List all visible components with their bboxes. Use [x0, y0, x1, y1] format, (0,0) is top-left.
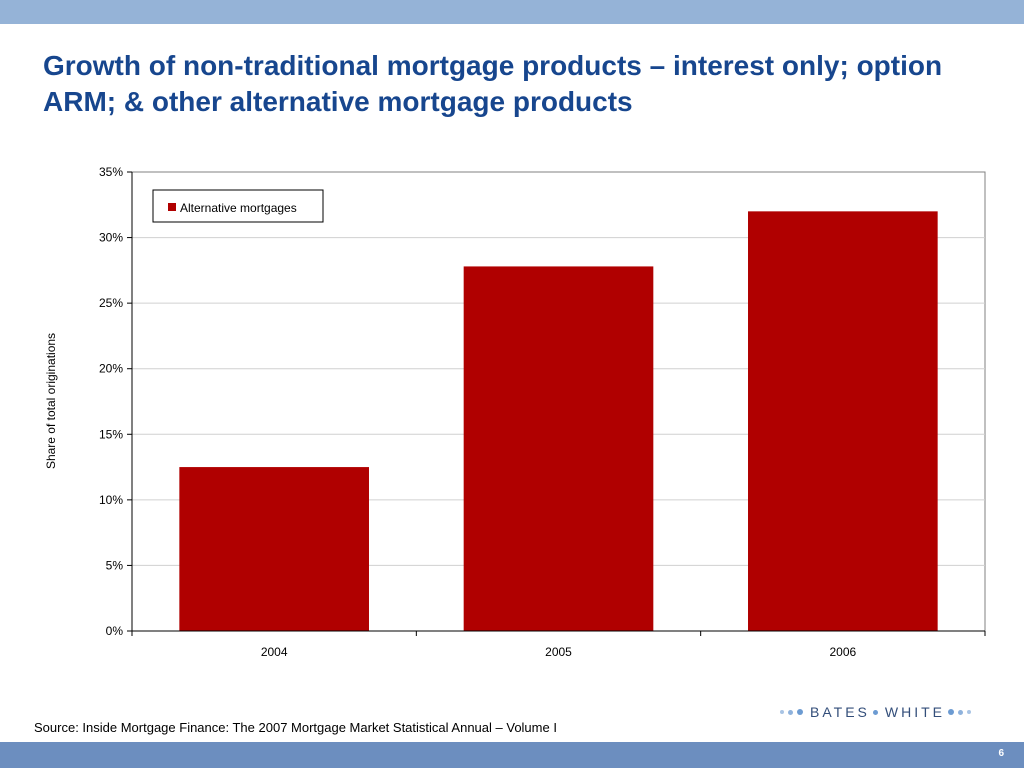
page-number: 6: [998, 748, 1004, 759]
x-axis-ticks: 2004 2005 2006: [131, 631, 986, 659]
legend: Alternative mortgages: [152, 189, 324, 223]
source-note: Source: Inside Mortgage Finance: The 200…: [34, 720, 557, 735]
y-axis-title: Share of total originations: [44, 333, 58, 469]
bars: [179, 211, 938, 632]
legend-swatch: [168, 203, 176, 211]
bates-white-logo: BATES WHITE: [780, 700, 1000, 724]
y-tick-label: 35%: [99, 165, 123, 179]
top-band: [0, 0, 1024, 24]
logo-dot-icon: [797, 709, 803, 715]
x-tick-label: 2005: [545, 645, 572, 659]
x-tick-label: 2004: [261, 645, 288, 659]
legend-label: Alternative mortgages: [180, 201, 297, 215]
bar-2005: [463, 266, 654, 631]
bar-chart: 0% 5% 10% 15% 20% 25% 30% 35% 2004 2005 2006 Shar…: [44, 165, 986, 659]
logo-dot-icon: [872, 709, 878, 715]
y-tick-label: 30%: [99, 231, 123, 245]
y-tick-label: 5%: [106, 558, 124, 572]
y-tick-label: 0%: [106, 624, 124, 638]
logo-dot-icon: [966, 710, 971, 714]
bottom-band: 6: [0, 742, 1024, 768]
x-tick-label: 2006: [829, 645, 856, 659]
bar-2004: [179, 467, 369, 631]
logo-dot-icon: [788, 709, 793, 715]
bar-2006: [748, 211, 938, 632]
y-tick-label: 25%: [99, 296, 123, 310]
legend-box: [152, 189, 324, 223]
y-tick-label: 20%: [99, 362, 123, 376]
logo-word-right: WHITE: [884, 704, 945, 720]
logo-dot-icon: [957, 709, 963, 715]
slide-title: Growth of non-traditional mortgage produ…: [43, 50, 943, 117]
logo-dot-icon: [780, 710, 784, 714]
y-tick-label: 10%: [99, 493, 123, 507]
logo-dot-icon: [947, 709, 954, 715]
y-axis-ticks: 0% 5% 10% 15% 20% 25% 30% 35%: [99, 165, 132, 638]
y-tick-label: 15%: [99, 427, 123, 441]
logo-word-left: BATES: [810, 704, 870, 720]
